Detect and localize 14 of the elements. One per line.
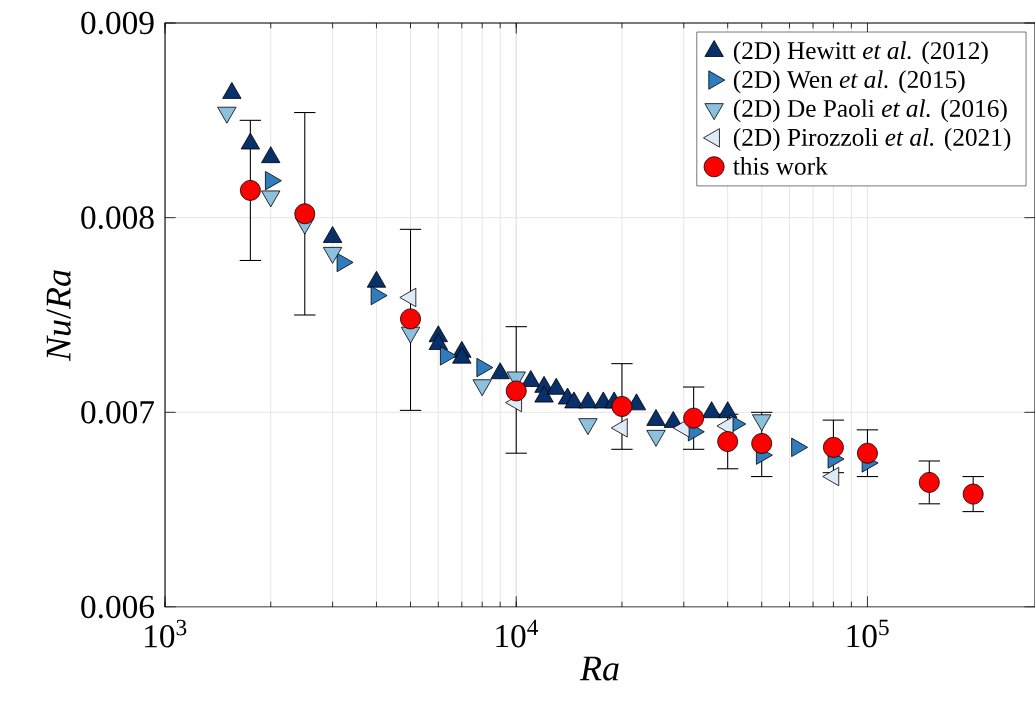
y-tick-label: 0.009 bbox=[81, 11, 154, 35]
legend-label: (2D) Wen et al. (2015) bbox=[733, 70, 965, 94]
y-axis-title: Nu/Ra bbox=[46, 270, 71, 362]
legend-label: (2D) De Paoli et al. (2016) bbox=[733, 99, 1007, 123]
legend-label: (2D) Hewitt et al. (2012) bbox=[733, 41, 988, 65]
y-tick-label: 0.007 bbox=[81, 401, 155, 424]
x-tick-label: 10$^{4}$ bbox=[496, 619, 539, 648]
legend-label: (2D) Pirozzoli et al. (2021) bbox=[733, 128, 1011, 152]
x-tick-label: 10$^{3}$ bbox=[145, 619, 187, 648]
legend-label: this work bbox=[733, 157, 828, 175]
y-tick-label: 0.008 bbox=[81, 206, 154, 229]
x-tick-label: 10$^{5}$ bbox=[847, 619, 889, 648]
y-tick-label: 0.006 bbox=[81, 595, 154, 619]
x-axis-title: Ra bbox=[579, 656, 619, 681]
